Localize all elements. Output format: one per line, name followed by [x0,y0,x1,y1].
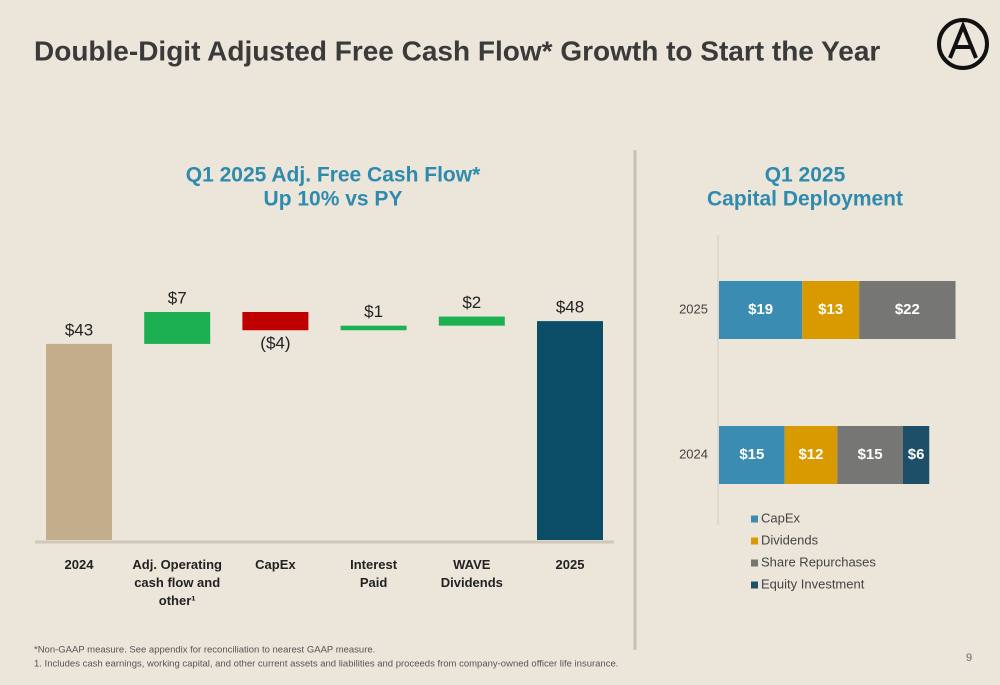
slide-title: Double-Digit Adjusted Free Cash Flow* Gr… [34,35,880,66]
y-tick-label: 2025 [679,301,708,316]
value-label: $12 [798,446,823,463]
value-label: $6 [908,446,925,463]
x-tick-label: Interest Paid [350,557,398,590]
footnote: 1. Includes cash earnings, working capit… [34,659,618,670]
bar-segment [719,426,785,484]
bar-segment [859,281,956,339]
chart-title: Q1 2025 Adj. Free Cash Flow* [186,164,481,187]
value-label: $13 [818,301,843,318]
footnote: *Non-GAAP measure. See appendix for reco… [34,645,375,656]
chart-title: Capital Deployment [707,188,903,211]
legend-label: Share Repurchases [761,554,876,569]
bar-segment [719,281,803,339]
legend-swatch [751,581,758,589]
bar [438,316,505,326]
chart-title: Q1 2025 [765,164,846,187]
legend-swatch [751,559,758,567]
value-label: $43 [65,320,93,339]
value-label: $7 [168,288,187,307]
x-tick-label: 2024 [64,557,94,572]
bar-segment [802,281,860,339]
legend-swatch [751,537,758,545]
value-label: $48 [556,298,584,317]
x-tick-label: WAVE Dividends [440,557,503,590]
bar [242,312,309,331]
value-label: ($4) [260,334,290,353]
bar [340,325,407,331]
x-tick-label: Adj. Operating cash flow and other¹ [132,557,222,608]
value-label: $1 [364,302,383,321]
chart-title: Up 10% vs PY [264,188,403,211]
bar [46,343,112,540]
bar-segment [837,426,903,484]
value-label: $15 [739,446,764,463]
legend-label: Dividends [761,532,819,547]
bar-segment [784,426,838,484]
value-label: $22 [895,301,920,318]
legend-label: Equity Investment [761,576,865,591]
bar [537,321,603,540]
x-tick-label: 2025 [555,557,585,572]
page-number: 9 [966,652,972,664]
value-label: $15 [858,446,883,463]
y-tick-label: 2024 [679,446,708,461]
value-label: $2 [462,293,481,312]
legend-swatch [751,515,758,523]
bar [144,312,211,344]
value-label: $19 [748,301,773,318]
bar-segment [902,426,930,484]
logo [937,18,989,70]
legend-label: CapEx [761,510,801,525]
x-tick-label: CapEx [255,557,296,572]
